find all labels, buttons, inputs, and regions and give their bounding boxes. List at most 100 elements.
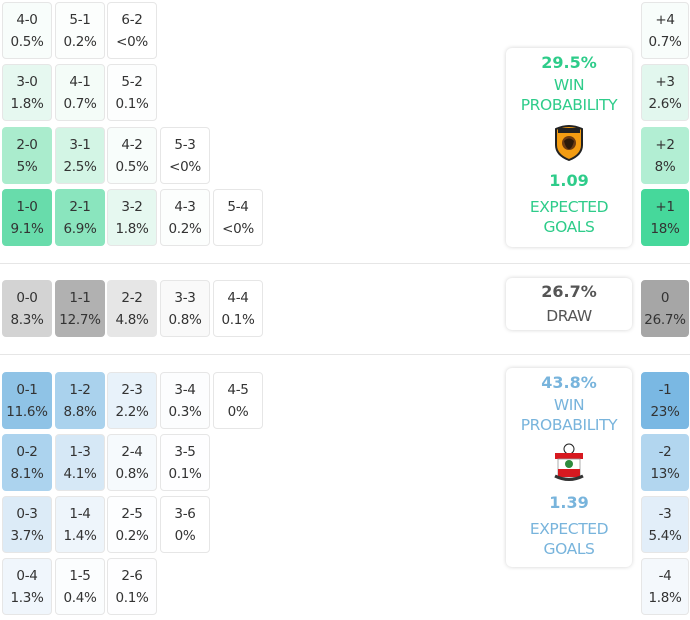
score-tile: 6-2 <0% <box>107 2 157 59</box>
score-probability: 0.8% <box>115 465 149 482</box>
score-probability: 2.2% <box>115 403 149 420</box>
score-probability: 0.4% <box>63 589 97 606</box>
home-probability-label: PROBABILITY <box>520 96 618 114</box>
score-label: 5-4 <box>227 198 249 215</box>
score-label: 4-4 <box>227 289 249 306</box>
margin-tile: 0 26.7% <box>641 280 689 337</box>
score-label: 3-5 <box>174 443 196 460</box>
score-tile: 3-3 0.8% <box>160 280 210 337</box>
score-tile: 3-6 0% <box>160 496 210 553</box>
score-label: 4-1 <box>69 73 91 90</box>
home-expected-goals: 1.09 <box>549 171 589 190</box>
score-label: 1-0 <box>16 198 38 215</box>
margin-label: +1 <box>655 198 675 215</box>
margin-probability: 8% <box>654 158 676 175</box>
score-tile: 3-1 2.5% <box>55 127 105 184</box>
score-label: 0-1 <box>16 381 38 398</box>
away-probability-label: PROBABILITY <box>520 416 618 434</box>
score-probability: 0.7% <box>63 95 97 112</box>
score-probability: 1.4% <box>63 527 97 544</box>
score-label: 3-3 <box>174 289 196 306</box>
score-label: 5-1 <box>69 11 91 28</box>
score-tile: 3-4 0.3% <box>160 372 210 429</box>
score-label: 5-3 <box>174 136 196 153</box>
draw-label: DRAW <box>546 307 592 325</box>
score-label: 5-2 <box>121 73 143 90</box>
score-label: 1-4 <box>69 505 91 522</box>
margin-label: +4 <box>655 11 675 28</box>
score-probability: 2.5% <box>63 158 97 175</box>
score-tile: 5-1 0.2% <box>55 2 105 59</box>
score-label: 1-3 <box>69 443 91 460</box>
score-tile: 1-4 1.4% <box>55 496 105 553</box>
home-xg-label-2: GOALS <box>543 218 595 236</box>
margin-tile: -1 23% <box>641 372 689 429</box>
score-tile: 1-5 0.4% <box>55 558 105 615</box>
score-tile: 4-3 0.2% <box>160 189 210 246</box>
score-probability: 1.3% <box>10 589 44 606</box>
margin-label: +3 <box>655 73 675 90</box>
score-probability: 0% <box>227 403 249 420</box>
margin-tile: -2 13% <box>641 434 689 491</box>
score-tile: 2-4 0.8% <box>107 434 157 491</box>
margin-tile: +2 8% <box>641 127 689 184</box>
away-xg-label: EXPECTED <box>529 520 609 538</box>
score-label: 3-6 <box>174 505 196 522</box>
score-tile: 2-5 0.2% <box>107 496 157 553</box>
score-probability: 11.6% <box>6 403 48 420</box>
away-win-probability: 43.8% <box>541 373 597 392</box>
draw-probability: 26.7% <box>541 282 597 301</box>
score-label: 0-2 <box>16 443 38 460</box>
score-probability: 0.2% <box>115 527 149 544</box>
southampton-crest-icon <box>552 443 586 487</box>
score-probability: 1.8% <box>10 95 44 112</box>
hull-city-crest-icon <box>554 123 584 165</box>
margin-label: -2 <box>658 443 672 460</box>
score-label: 1-5 <box>69 567 91 584</box>
draw-summary-card: 26.7% DRAW <box>506 278 632 330</box>
margin-label: -4 <box>658 567 672 584</box>
score-label: 4-0 <box>16 11 38 28</box>
score-tile: 5-3 <0% <box>160 127 210 184</box>
score-probability: 0.5% <box>115 158 149 175</box>
score-probability: <0% <box>169 158 201 175</box>
score-label: 4-5 <box>227 381 249 398</box>
score-probability: 5% <box>16 158 38 175</box>
score-label: 4-3 <box>174 198 196 215</box>
score-tile: 4-0 0.5% <box>2 2 52 59</box>
score-tile: 0-1 11.6% <box>2 372 52 429</box>
margin-tile: -4 1.8% <box>641 558 689 615</box>
margin-probability: 13% <box>650 465 680 482</box>
margin-probability: 2.6% <box>648 95 682 112</box>
home-xg-label: EXPECTED <box>529 198 609 216</box>
away-summary-card: 43.8% WIN PROBABILITY 1.39 EXPECTED GOAL… <box>506 368 632 567</box>
score-tile: 5-2 0.1% <box>107 64 157 121</box>
margin-label: -1 <box>658 381 672 398</box>
margin-probability: 18% <box>650 220 680 237</box>
score-label: 2-1 <box>69 198 91 215</box>
score-label: 2-5 <box>121 505 143 522</box>
away-expected-goals: 1.39 <box>549 493 589 512</box>
score-probability: 3.7% <box>10 527 44 544</box>
home-win-probability: 29.5% <box>541 53 597 72</box>
score-tile: 5-4 <0% <box>213 189 263 246</box>
score-tile: 2-3 2.2% <box>107 372 157 429</box>
score-label: 3-4 <box>174 381 196 398</box>
margin-label: +2 <box>655 136 675 153</box>
score-tile: 4-1 0.7% <box>55 64 105 121</box>
score-tile: 1-0 9.1% <box>2 189 52 246</box>
score-label: 2-3 <box>121 381 143 398</box>
score-probability: 1.8% <box>115 220 149 237</box>
score-probability: 4.1% <box>63 465 97 482</box>
score-probability: 8.3% <box>10 311 44 328</box>
score-tile: 1-1 12.7% <box>55 280 105 337</box>
score-tile: 3-2 1.8% <box>107 189 157 246</box>
score-probability: 0.2% <box>63 33 97 50</box>
margin-probability: 1.8% <box>648 589 682 606</box>
away-win-label: WIN <box>553 396 585 414</box>
section-divider <box>0 263 690 264</box>
score-tile: 2-1 6.9% <box>55 189 105 246</box>
margin-probability: 26.7% <box>644 311 686 328</box>
score-tile: 3-5 0.1% <box>160 434 210 491</box>
score-label: 1-1 <box>69 289 91 306</box>
